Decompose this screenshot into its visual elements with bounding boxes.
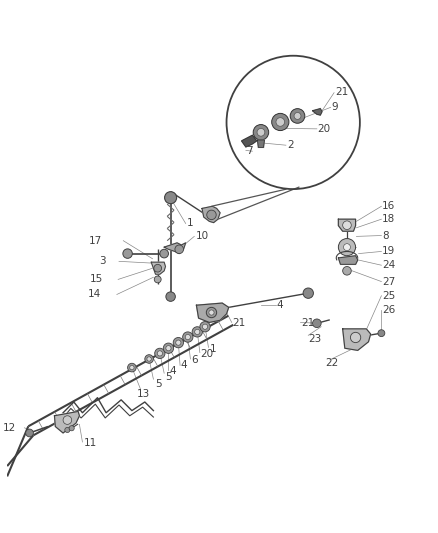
Polygon shape (164, 243, 186, 254)
Circle shape (207, 210, 216, 220)
Polygon shape (339, 219, 356, 231)
Circle shape (202, 324, 208, 329)
Text: 11: 11 (84, 438, 97, 448)
Circle shape (165, 192, 177, 204)
Circle shape (183, 332, 193, 342)
Circle shape (130, 366, 134, 370)
Circle shape (195, 329, 200, 335)
Circle shape (127, 364, 136, 372)
Text: 2: 2 (287, 140, 293, 150)
Circle shape (343, 266, 351, 275)
Text: 6: 6 (191, 356, 198, 365)
Text: 4: 4 (181, 360, 187, 370)
Circle shape (313, 319, 321, 328)
Circle shape (163, 343, 173, 353)
Text: 18: 18 (382, 214, 396, 224)
Text: 15: 15 (89, 274, 102, 285)
Circle shape (157, 351, 162, 356)
Text: 19: 19 (382, 246, 396, 256)
Circle shape (185, 335, 191, 340)
Circle shape (343, 221, 351, 230)
Text: 7: 7 (246, 146, 253, 156)
Circle shape (343, 244, 350, 251)
Text: 9: 9 (332, 102, 338, 112)
Polygon shape (343, 329, 371, 350)
Circle shape (63, 416, 72, 424)
Text: 21: 21 (233, 318, 246, 328)
Text: 13: 13 (137, 389, 150, 399)
Text: 20: 20 (201, 349, 214, 359)
Text: 23: 23 (308, 334, 321, 344)
Circle shape (166, 345, 171, 351)
Text: 12: 12 (3, 423, 16, 433)
Circle shape (145, 354, 153, 364)
Polygon shape (313, 109, 322, 115)
Circle shape (272, 114, 289, 131)
Text: 21: 21 (335, 87, 348, 98)
Text: 4: 4 (276, 300, 283, 310)
Text: 1: 1 (187, 219, 194, 229)
Polygon shape (54, 411, 79, 433)
Circle shape (206, 308, 217, 318)
Text: 16: 16 (382, 201, 396, 211)
Text: 17: 17 (88, 236, 102, 246)
Circle shape (155, 348, 165, 359)
Text: 4: 4 (170, 366, 176, 376)
Polygon shape (242, 135, 257, 147)
Text: 5: 5 (155, 378, 162, 389)
Circle shape (175, 245, 184, 254)
Circle shape (173, 337, 184, 348)
Polygon shape (196, 303, 229, 322)
Circle shape (154, 276, 161, 283)
Circle shape (339, 239, 356, 256)
Text: 27: 27 (382, 277, 396, 287)
Text: 10: 10 (195, 231, 208, 241)
Circle shape (160, 249, 169, 258)
Circle shape (303, 288, 314, 298)
Circle shape (154, 264, 162, 272)
Text: 24: 24 (382, 260, 396, 270)
Circle shape (65, 427, 70, 433)
Polygon shape (151, 262, 166, 274)
Circle shape (26, 429, 33, 437)
Circle shape (123, 249, 132, 259)
Circle shape (294, 112, 301, 119)
Text: 20: 20 (318, 124, 331, 134)
Circle shape (350, 332, 361, 343)
Text: 22: 22 (325, 358, 339, 368)
Circle shape (166, 292, 175, 301)
Circle shape (290, 109, 305, 123)
Circle shape (253, 125, 268, 140)
Text: 26: 26 (382, 304, 396, 314)
Circle shape (200, 321, 210, 332)
Circle shape (69, 426, 74, 431)
Text: 25: 25 (382, 290, 396, 301)
Text: 21: 21 (301, 318, 314, 328)
Text: 5: 5 (166, 373, 172, 383)
Text: 3: 3 (99, 256, 106, 266)
Circle shape (257, 128, 265, 136)
Text: 8: 8 (382, 231, 389, 240)
Circle shape (192, 327, 202, 337)
Text: 14: 14 (88, 289, 101, 300)
Circle shape (147, 357, 151, 361)
Polygon shape (339, 256, 358, 264)
Polygon shape (202, 206, 220, 223)
Circle shape (176, 340, 181, 345)
Polygon shape (258, 140, 265, 147)
Circle shape (378, 330, 385, 337)
Circle shape (276, 118, 285, 126)
Circle shape (209, 310, 214, 315)
Text: 1: 1 (209, 344, 216, 354)
